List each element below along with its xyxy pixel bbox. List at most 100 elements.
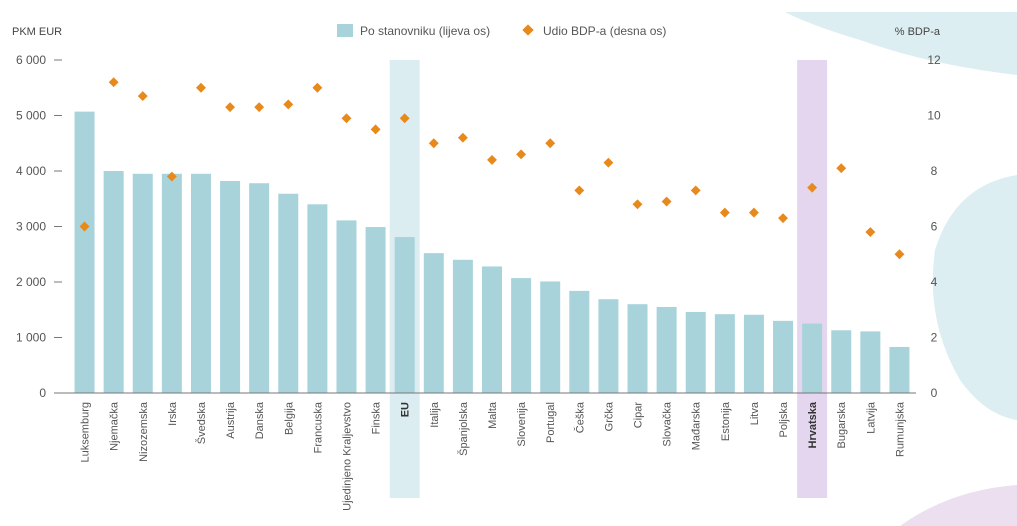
bar-slovenija (511, 278, 532, 393)
category-label-hrvatska: Hrvatska (807, 401, 819, 448)
category-label-portugal: Portugal (545, 402, 557, 443)
category-label-grcka: Grčka (603, 401, 615, 431)
category-label-svedska: Švedska (195, 401, 208, 444)
marker-rumunjska (894, 249, 905, 260)
bar-poljska (773, 320, 794, 393)
marker-ceska (574, 185, 585, 196)
category-labels: Luksemburg Njemačka Nizozemska Irska Švedska… (80, 401, 907, 511)
category-label-njemacka: Njemačka (109, 401, 121, 451)
category-label-italija: Italija (429, 401, 441, 428)
bar-ma-arska (685, 311, 706, 393)
bar-nizozemska (132, 173, 153, 393)
background-decoration (785, 12, 1017, 526)
legend: Po stanovniku (lijeva os) Udio BDP-a (de… (337, 24, 666, 38)
bar-eu (394, 237, 415, 393)
markers (79, 77, 905, 260)
category-label-ma-arska: Mađarska (691, 401, 703, 450)
right-tick-label: 10 (927, 109, 941, 123)
category-label-poljska: Poljska (778, 401, 790, 437)
marker-irska (166, 171, 177, 182)
right-tick-label: 2 (931, 331, 938, 345)
category-label-ceska: Češka (573, 401, 586, 433)
bar-austrija (220, 180, 241, 393)
bar-portugal (540, 281, 561, 393)
category-label-rumunjska: Rumunjska (894, 401, 906, 457)
marker-svedska (196, 82, 206, 93)
category-label-belgija: Belgija (283, 401, 295, 435)
bar-danska (249, 183, 270, 393)
category-label-cipar: Cipar (633, 402, 645, 429)
left-tick-label: 1 000 (16, 331, 46, 345)
right-axis-ticks: 0 2 4 6 8 10 12 (927, 53, 941, 400)
bar-grcka (598, 299, 619, 393)
bar-latvija (860, 331, 881, 393)
marker-poljska (778, 213, 788, 224)
right-tick-label: 6 (931, 220, 938, 234)
bar-estonija (714, 314, 735, 393)
marker-francuska (312, 82, 323, 93)
category-label-spanjolska: Španjolska (457, 401, 470, 456)
category-label-estonija: Estonija (720, 401, 732, 441)
legend-label-bar: Po stanovniku (lijeva os) (360, 24, 490, 38)
marker-nizozemska (137, 91, 148, 102)
bar-rumunjska (889, 346, 910, 393)
bar-francuska (307, 204, 328, 393)
marker-portugal (545, 138, 556, 149)
bar-svedska (190, 173, 211, 393)
marker-luksemburg (79, 221, 90, 232)
bar-bugarska (831, 330, 852, 393)
marker-njemacka (108, 77, 119, 88)
marker-grcka (603, 157, 614, 168)
marker-spanjolska (457, 132, 468, 143)
bar-ceska (569, 290, 590, 393)
bar-hrvatska (802, 323, 823, 393)
bar-finska (365, 227, 386, 393)
category-label-slovenija: Slovenija (516, 401, 528, 447)
bar-luksemburg (74, 111, 95, 394)
category-label-ujedinjeno-kraljevstvo: Ujedinjeno Kraljevstvo (341, 402, 353, 511)
category-label-latvija: Latvija (865, 401, 877, 434)
marker-cipar (632, 199, 643, 210)
marker-ujedinjeno-kraljevstvo (341, 113, 352, 124)
category-label-litva: Litva (749, 401, 761, 425)
marker-litva (748, 207, 759, 218)
marker-belgija (283, 99, 294, 110)
category-label-finska: Finska (371, 401, 383, 434)
left-tick-label: 6 000 (16, 53, 46, 67)
left-tick-label: 3 000 (16, 220, 46, 234)
category-label-austrija: Austrija (225, 401, 237, 439)
marker-slovacka (661, 196, 672, 207)
bar-litva (743, 314, 764, 393)
legend-label-marker: Udio BDP-a (desna os) (543, 24, 666, 38)
category-label-malta: Malta (487, 401, 499, 429)
left-tick-label: 4 000 (16, 164, 46, 178)
highlight-bands (389, 60, 828, 498)
category-label-eu: EU (400, 402, 412, 417)
marker-estonija (719, 207, 730, 218)
bar-italija (423, 253, 444, 393)
marker-italija (428, 138, 439, 149)
marker-slovenija (516, 149, 527, 160)
category-label-luksemburg: Luksemburg (80, 402, 92, 463)
left-tick-label: 0 (39, 386, 46, 400)
marker-finska (370, 124, 381, 135)
bar-njemacka (103, 171, 124, 393)
marker-hrvatska (807, 182, 818, 193)
category-label-slovacka: Slovačka (662, 401, 674, 447)
bar-belgija (278, 193, 299, 393)
right-tick-label: 8 (931, 164, 938, 178)
right-tick-label: 12 (927, 53, 941, 67)
bars (74, 111, 910, 394)
highlight-band-hrvatska (797, 60, 828, 498)
bar-slovacka (656, 306, 677, 393)
bar-malta (482, 266, 502, 393)
marker-latvija (865, 227, 876, 237)
marker-malta (487, 154, 497, 165)
bar-irska (161, 173, 182, 393)
right-tick-label: 4 (931, 275, 938, 289)
bar-spanjolska (452, 259, 473, 393)
category-label-irska: Irska (167, 401, 179, 426)
right-tick-label: 0 (931, 386, 938, 400)
marker-bugarska (836, 163, 847, 174)
bar-ujedinjeno-kraljevstvo (336, 220, 357, 393)
